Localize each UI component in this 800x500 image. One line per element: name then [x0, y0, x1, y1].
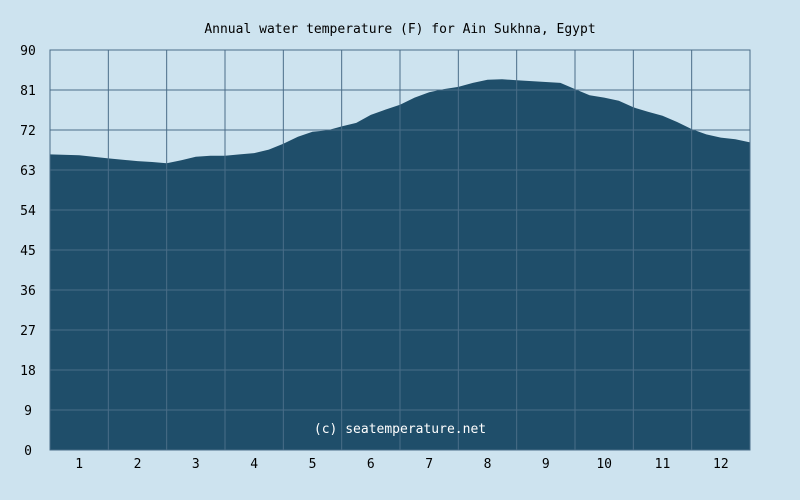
watermark: (c) seatemperature.net: [314, 422, 486, 437]
x-tick-label: 12: [713, 457, 729, 472]
y-tick-label: 81: [20, 84, 36, 99]
y-tick-label: 0: [24, 444, 32, 459]
chart-title: Annual water temperature (F) for Ain Suk…: [204, 22, 595, 37]
x-tick-label: 5: [309, 457, 317, 472]
y-axis-ticks: 0 9 18 27 36 45 54 63 72 81 90: [20, 44, 36, 459]
y-tick-label: 45: [20, 244, 36, 259]
y-tick-label: 90: [20, 44, 36, 59]
grid-layer: [49, 49, 751, 451]
x-tick-label: 9: [542, 457, 550, 472]
x-tick-label: 11: [655, 457, 671, 472]
x-tick-label: 3: [192, 457, 200, 472]
y-tick-label: 27: [20, 324, 36, 339]
x-tick-label: 4: [250, 457, 258, 472]
x-tick-label: 7: [425, 457, 433, 472]
x-tick-label: 2: [134, 457, 142, 472]
x-tick-label: 10: [596, 457, 612, 472]
y-tick-label: 72: [20, 124, 36, 139]
plot-frame: [49, 49, 751, 451]
y-tick-label: 54: [20, 204, 36, 219]
x-tick-label: 6: [367, 457, 375, 472]
x-tick-label: 8: [484, 457, 492, 472]
x-tick-label: 1: [75, 457, 83, 472]
y-tick-label: 36: [20, 284, 36, 299]
y-tick-label: 63: [20, 164, 36, 179]
x-axis-ticks: 1 2 3 4 5 6 7 8 9 10 11 12: [75, 457, 728, 472]
y-tick-label: 18: [20, 364, 36, 379]
y-tick-label: 9: [24, 404, 32, 419]
